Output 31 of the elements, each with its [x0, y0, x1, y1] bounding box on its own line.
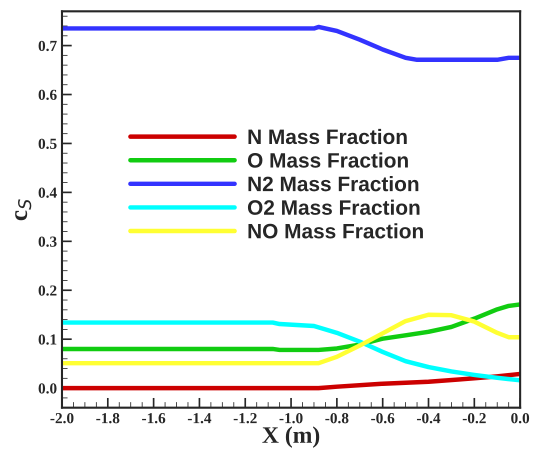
- x-tick-label: 0.0: [511, 413, 530, 424]
- y-tick-label: 0.3: [38, 236, 57, 247]
- y-axis-title: c$_{S}$: [15, 199, 32, 220]
- x-tick-label: -1.2: [234, 413, 257, 424]
- x-tick-label: -1.8: [96, 413, 120, 424]
- x-tick-label: -0.8: [325, 413, 348, 424]
- y-tick-label: 0.5: [38, 138, 57, 149]
- x-axis-title: X (m): [262, 426, 320, 448]
- y-tick-label: 0.4: [38, 188, 57, 198]
- line-series: [62, 24, 520, 62]
- legend-label: N Mass Fraction: [248, 128, 407, 144]
- y-tick-label: 0.1: [38, 334, 56, 345]
- x-tick-label: -2.0: [50, 413, 74, 424]
- y-tick-label: 0.6: [38, 90, 57, 100]
- y-tick-label: 0.2: [38, 285, 56, 296]
- x-tick-label: -0.4: [416, 413, 440, 424]
- x-tick-label: -0.2: [462, 413, 486, 424]
- x-tick-label: -1.0: [280, 413, 303, 424]
- legend-label: N2 Mass Fraction: [248, 176, 418, 192]
- line-series: [62, 302, 520, 352]
- legend-label: O Mass Fraction: [248, 152, 408, 168]
- x-tick-label: -1.4: [188, 413, 212, 424]
- legend-label: O2 Mass Fraction: [248, 200, 420, 215]
- line-series: [62, 320, 520, 383]
- line-series: [62, 312, 520, 366]
- y-tick-label: 0.0: [38, 383, 57, 394]
- y-tick-label: 0.7: [38, 40, 57, 52]
- x-tick-label: -1.6: [142, 413, 166, 424]
- line-series: [62, 372, 520, 390]
- legend-label: NO Mass Fraction: [248, 223, 423, 238]
- x-tick-label: -0.6: [371, 413, 394, 424]
